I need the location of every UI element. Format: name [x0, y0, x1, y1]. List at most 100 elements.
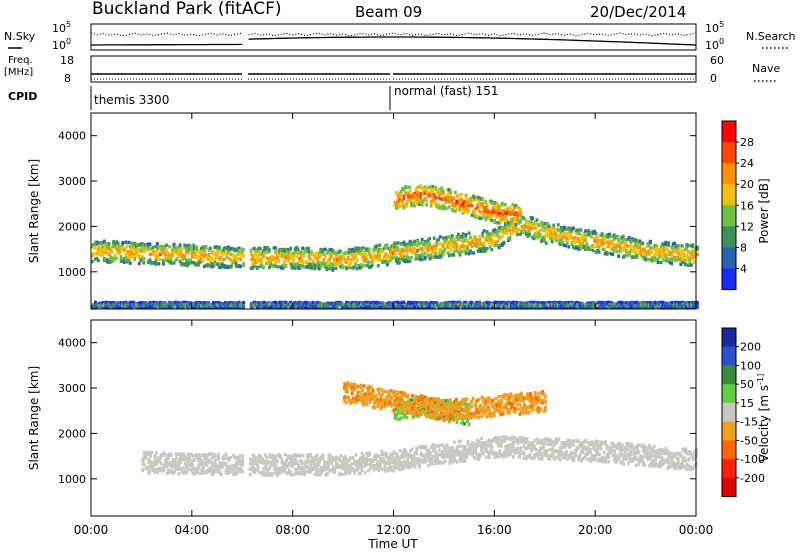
- data-cell: [499, 227, 503, 232]
- data-cell: [164, 458, 167, 463]
- data-cell: [494, 208, 498, 213]
- data-cell: [522, 229, 525, 233]
- data-cell: [193, 305, 197, 309]
- data-cell: [234, 248, 238, 253]
- data-cell: [626, 301, 630, 305]
- data-cell: [273, 471, 276, 475]
- data-cell: [602, 235, 606, 239]
- data-cell: [112, 258, 115, 262]
- data-cell: [677, 304, 681, 308]
- data-cell: [289, 254, 292, 258]
- data-cell: [641, 255, 645, 259]
- data-cell: [426, 238, 430, 242]
- data-cell: [659, 260, 663, 265]
- data-cell: [534, 303, 537, 307]
- data-cell: [393, 305, 397, 310]
- data-cell: [91, 244, 94, 248]
- data-cell: [633, 305, 637, 309]
- data-cell: [204, 458, 208, 462]
- data-cell: [204, 245, 208, 250]
- ytick-label: 1000: [58, 266, 86, 279]
- data-cell: [270, 254, 274, 259]
- data-cell: [411, 250, 415, 255]
- data-cell: [175, 302, 179, 306]
- data-cell: [308, 262, 312, 267]
- data-cell: [204, 264, 208, 268]
- data-cell: [278, 304, 282, 308]
- data-cell: [407, 244, 410, 248]
- data-cell: [388, 256, 392, 260]
- colorbar-segment: [722, 121, 736, 143]
- data-cell: [547, 300, 551, 305]
- data-cell: [638, 243, 642, 248]
- data-cell: [411, 306, 415, 310]
- data-cell: [537, 223, 540, 228]
- data-cell: [199, 253, 203, 257]
- data-cell: [277, 254, 280, 259]
- data-cell: [416, 185, 419, 189]
- data-cell: [186, 460, 190, 464]
- data-cell: [348, 251, 351, 255]
- data-cell: [259, 455, 263, 459]
- data-cell: [399, 251, 403, 255]
- data-cell: [567, 303, 571, 307]
- data-cell: [171, 253, 174, 257]
- data-cell: [137, 255, 141, 259]
- data-cell: [558, 304, 562, 309]
- data-cell: [219, 258, 223, 262]
- data-cell: [251, 465, 255, 470]
- data-cell: [516, 229, 519, 233]
- data-cell: [153, 305, 156, 309]
- data-cell: [674, 245, 678, 249]
- data-cell: [221, 305, 224, 310]
- data-cell: [140, 246, 144, 250]
- data-cell: [395, 258, 398, 263]
- data-cell: [339, 258, 342, 263]
- data-cell: [419, 184, 423, 188]
- data-cell: [391, 251, 395, 256]
- data-cell: [429, 248, 433, 252]
- data-cell: [311, 305, 315, 309]
- data-cell: [354, 249, 357, 254]
- data-cell: [363, 259, 367, 263]
- data-cell: [517, 211, 521, 215]
- data-cell: [444, 197, 448, 202]
- data-cell: [606, 244, 610, 249]
- data-cell: [336, 305, 339, 309]
- data-cell: [396, 241, 400, 245]
- data-cell: [432, 187, 436, 192]
- data-cell: [434, 185, 438, 190]
- data-cell: [94, 257, 97, 261]
- data-cell: [590, 234, 593, 239]
- data-cell: [597, 249, 601, 254]
- data-cell: [457, 300, 460, 305]
- data-cell: [306, 453, 310, 457]
- data-cell: [407, 194, 410, 199]
- data-cell: [676, 248, 680, 252]
- data-cell: [565, 226, 569, 231]
- data-cell: [348, 263, 351, 268]
- data-cell: [499, 225, 503, 230]
- data-cell: [354, 252, 357, 257]
- data-cell: [464, 236, 468, 240]
- data-cell: [240, 251, 244, 255]
- data-cell: [387, 246, 391, 251]
- data-cell: [470, 305, 474, 309]
- data-cell: [110, 258, 114, 262]
- data-cell: [137, 305, 141, 309]
- data-cell: [372, 301, 376, 306]
- data-cell: [611, 234, 615, 239]
- data-cell: [137, 261, 141, 266]
- data-cell: [140, 300, 144, 305]
- data-cell: [266, 257, 270, 261]
- data-cell: [346, 256, 350, 260]
- data-cell: [538, 229, 542, 233]
- data-cell: [329, 303, 333, 308]
- data-cell: [637, 301, 640, 306]
- data-cell: [484, 200, 488, 204]
- data-cell: [416, 193, 419, 197]
- data-cell: [169, 301, 173, 305]
- data-cell: [426, 248, 430, 252]
- data-cell: [241, 470, 245, 474]
